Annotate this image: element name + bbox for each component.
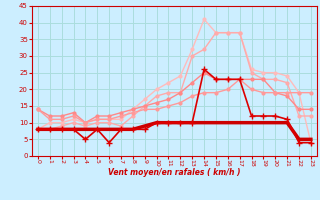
X-axis label: Vent moyen/en rafales ( km/h ): Vent moyen/en rafales ( km/h ) [108, 168, 241, 177]
